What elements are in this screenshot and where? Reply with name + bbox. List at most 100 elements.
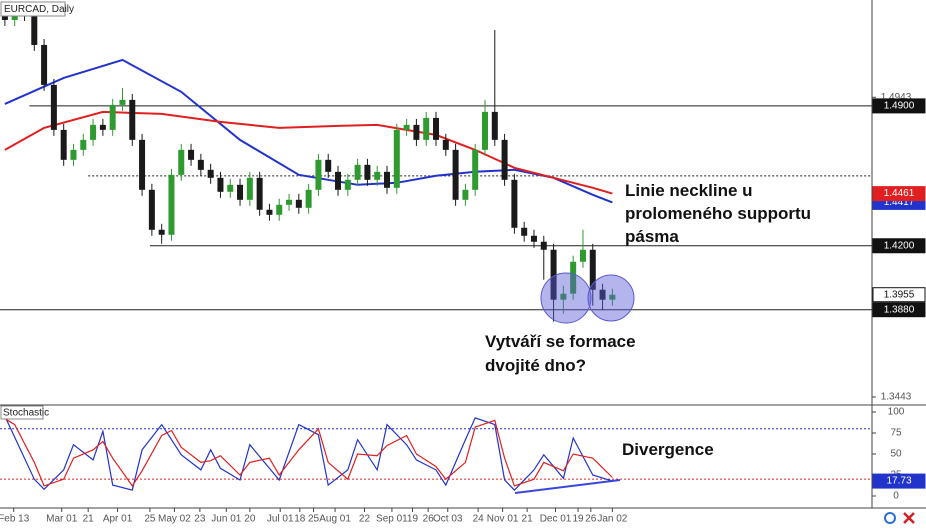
x-tick-label: 23 [194,514,206,525]
x-tick-label: Jul 01 [267,514,294,525]
icon[interactable] [884,512,896,524]
x-tick-label: Nov 01 [487,514,519,525]
candle-body [197,159,204,170]
price-label: 1.4200 [884,240,915,251]
x-tick-label: May 02 [158,514,191,525]
candle-body [305,189,312,208]
price-label: 1.4417 [884,197,915,208]
price-label: 1.4900 [884,101,915,112]
stochastic-line [4,415,613,491]
y-tick-label: 1.4943 [881,92,912,103]
annotation: Vytváří se formace [485,332,636,351]
candle-body [511,179,518,228]
candle-body [423,117,430,140]
candle-body [599,289,606,300]
candle-body [31,14,38,45]
price-label: 17.73 [886,476,911,487]
y-tick-label: 1.5445 [881,0,912,3]
price-label-box [872,287,926,303]
candle-body [246,177,253,200]
candle-body [609,294,616,300]
candle-body [403,124,410,130]
x-tick-label: 22 [359,514,371,525]
x-tick-label: Mar 01 [46,514,78,525]
candle-body [481,111,488,150]
price-label-box [872,98,926,114]
candle-body [589,249,596,290]
candle-body [579,249,586,262]
x-tick-label: 26 [423,514,435,525]
candle-body [354,164,361,180]
candle-body [344,179,351,190]
candle-body [413,124,420,140]
candle-body [501,139,508,180]
x-tick-label: 21 [522,514,534,525]
candle-body [109,104,116,130]
candle-body [364,164,371,180]
candle-body [178,149,185,175]
candle-body [442,139,449,150]
x-tick-label: Jun 01 [211,514,241,525]
candle-body [129,99,136,140]
candle-body [295,199,302,208]
candle-body [41,44,48,85]
x-tick-label: 21 [83,514,95,525]
candle-body [540,241,547,250]
x-tick-label: 18 [294,514,306,525]
title-box [0,1,66,17]
price-label-box [872,238,926,254]
candle-body [491,111,498,140]
toolbar-icons [884,512,915,524]
candle-body [472,149,479,190]
candle-body [119,99,126,105]
chart-title: EURCAD, Daily [4,4,74,15]
candle-body [452,149,459,200]
x-tick-label: 20 [244,514,256,525]
candle-body [148,189,155,230]
x-tick-label: Jan 02 [597,514,627,525]
x-tick-label: Sep 01 [376,514,408,525]
annotation: prolomeného supportu [625,204,811,223]
panel-title: Stochastic [3,408,49,419]
x-tick-label: Apr 01 [103,514,133,525]
price-label: 1.3880 [884,304,915,315]
candle-body [462,189,469,200]
price-label: 1.4461 [884,188,915,199]
highlight-circle [540,272,592,324]
candle-body [560,293,567,300]
candle-body [276,204,283,215]
x-tick-label: 25 [144,514,156,525]
candle-body [80,139,87,150]
divergence-line [514,479,621,494]
x-tick-label: Aug 01 [319,514,351,525]
candle-body [530,235,537,242]
candle-body [188,149,195,160]
candle-body [50,84,57,130]
highlight-circles [540,272,635,324]
x-tick-label: Feb 13 [0,514,30,525]
candle-body [335,171,342,190]
candle-body [550,249,557,300]
title-box [0,405,44,420]
candle-body [325,159,332,172]
candle-body [521,227,528,236]
annotation: Linie neckline u [625,181,753,200]
x-tick-label: 24 [473,514,485,525]
candle-body [70,149,77,160]
x-tick-label: 26 [585,514,597,525]
annotation: Divergence [622,440,714,459]
candle-body [168,174,175,235]
price-label-box [872,473,926,489]
x-tick-label: 19 [407,514,419,525]
candle-body [90,124,97,140]
annotation: dvojité dno? [485,356,586,375]
candle-body [217,177,224,192]
y-tick-label: 75 [890,428,902,439]
x-tick-label: 19 [573,514,585,525]
icon[interactable] [903,512,915,524]
candle-body [60,129,67,160]
candle-body [256,177,263,210]
